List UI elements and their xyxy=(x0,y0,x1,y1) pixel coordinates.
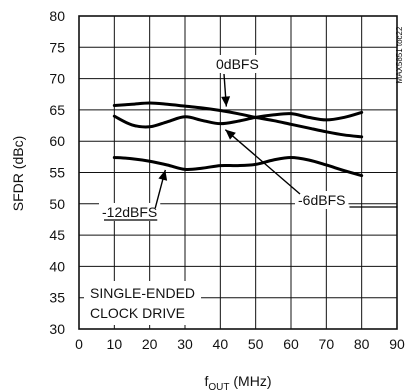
x-tick-label: 80 xyxy=(354,336,370,352)
series-label-minus12dbfs-background xyxy=(99,203,161,221)
note-line-2: CLOCK DRIVE xyxy=(90,305,185,321)
y-tick-label: 70 xyxy=(49,71,65,87)
x-tick-label: 30 xyxy=(177,336,193,352)
y-tick-label: 35 xyxy=(49,290,65,306)
y-tick-label: 60 xyxy=(49,133,65,149)
x-axis-label-unit: (MHz) xyxy=(230,373,272,389)
series-label-minus6dbfs-arrowhead xyxy=(225,129,236,140)
x-tick-label: 40 xyxy=(213,336,229,352)
series-label-minus12dbfs-arrowhead xyxy=(158,169,168,181)
y-tick-label: 55 xyxy=(49,165,65,181)
y-tick-label: 50 xyxy=(49,196,65,212)
y-tick-label: 75 xyxy=(49,39,65,55)
series-label-minus6dbfs: -6dBFS xyxy=(298,192,345,208)
annotations: 0dBFS -6dBFS -12dBFS SINGLE-ENDED CLOCK DRIV… xyxy=(84,55,398,325)
x-tick-label: 60 xyxy=(283,336,299,352)
series-label-minus6dbfs-background xyxy=(295,191,349,209)
figure-id-label: MAX5851 toc22 xyxy=(395,26,404,83)
x-tick-label: 90 xyxy=(389,336,405,352)
x-axis-label-base: f xyxy=(205,373,209,389)
x-tick-label: 10 xyxy=(107,336,123,352)
y-tick-label: 65 xyxy=(49,102,65,118)
tick-labels: 0 10 20 30 40 50 60 70 80 90 30 35 40 45 50 55 60 65 70 75 8… xyxy=(49,8,405,352)
x-tick-label: 0 xyxy=(75,336,83,352)
x-tick-label: 70 xyxy=(319,336,335,352)
series-label-minus12dbfs: -12dBFS xyxy=(102,204,157,220)
series-label-0dbfs-arrowhead xyxy=(221,96,231,107)
y-axis-label: SFDR (dBc) xyxy=(10,136,26,211)
x-axis-label-subscript: OUT xyxy=(208,382,229,391)
x-axis-label: fOUT (MHz) xyxy=(205,373,272,391)
series-label-minus6dbfs-leader-line xyxy=(224,129,301,195)
series-label-0dbfs-background xyxy=(213,55,262,73)
series-line--6dbfs xyxy=(112,110,364,129)
y-tick-label: 40 xyxy=(49,258,65,274)
note-line-1: SINGLE-ENDED xyxy=(90,285,195,301)
y-tick-label: 30 xyxy=(49,321,65,337)
x-tick-label: 50 xyxy=(248,336,264,352)
series-line--12dbfs xyxy=(112,155,364,178)
note-line-2-background xyxy=(87,304,188,322)
series-line-0dbfs xyxy=(112,101,364,139)
y-tick-label: 45 xyxy=(49,227,65,243)
y-tick-label: 80 xyxy=(49,8,65,24)
data-series xyxy=(112,101,364,178)
x-tick-label: 20 xyxy=(142,336,158,352)
series-label-0dbfs: 0dBFS xyxy=(216,56,259,72)
